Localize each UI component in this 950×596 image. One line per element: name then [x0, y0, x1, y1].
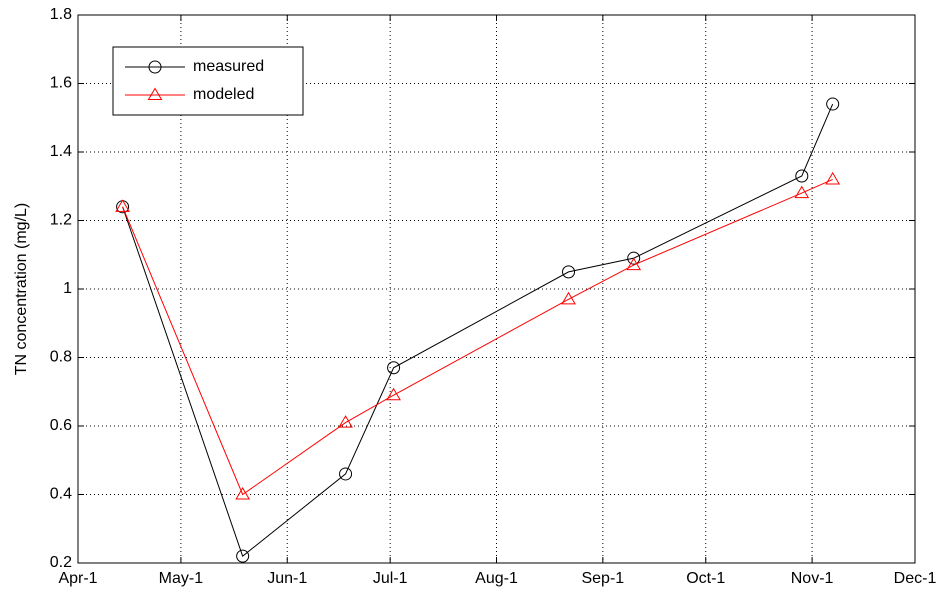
y-tick-label: 1.6	[50, 75, 72, 92]
marker	[387, 361, 401, 375]
marker	[115, 199, 130, 212]
x-tick-label: Aug-1	[475, 570, 518, 587]
x-tick-label: Sep-1	[581, 570, 624, 587]
y-tick-label: 1	[63, 280, 72, 297]
marker	[626, 257, 642, 271]
y-tick-label: 0.8	[50, 349, 72, 366]
legend-label: modeled	[193, 86, 254, 103]
marker	[236, 549, 250, 563]
marker	[235, 487, 251, 500]
marker	[627, 251, 641, 265]
y-tick-label: 1.2	[50, 212, 72, 229]
y-tick-label: 1.4	[50, 143, 72, 160]
marker	[794, 185, 810, 199]
marker	[147, 87, 163, 101]
series-line	[122, 178, 833, 496]
x-tick-label: Jul-1	[373, 570, 408, 587]
x-tick-label: Nov-1	[791, 570, 834, 587]
marker	[562, 265, 576, 279]
x-tick-label: Dec-1	[894, 570, 937, 587]
marker	[339, 467, 353, 481]
x-tick-label: Oct-1	[686, 570, 725, 587]
plot-frame	[77, 14, 916, 564]
legend: measured modeled	[112, 46, 304, 116]
legend-box	[112, 46, 304, 116]
y-tick-label: 0.6	[50, 417, 72, 434]
y-tick-label: 0.4	[50, 486, 72, 503]
y-axis-label: TN concentration (mg/L)	[13, 203, 30, 376]
marker	[795, 169, 809, 183]
series-line	[122, 103, 834, 557]
marker	[338, 415, 353, 428]
x-tick-label: Jun-1	[267, 570, 307, 587]
marker	[148, 60, 162, 74]
x-tick-label: Apr-1	[58, 570, 97, 587]
marker	[386, 387, 401, 401]
y-tick-label: 0.2	[50, 554, 72, 571]
y-tick-label: 1.8	[50, 6, 72, 23]
legend-label: measured	[193, 58, 264, 75]
marker	[561, 291, 576, 305]
marker	[825, 171, 841, 185]
x-tick-label: May-1	[159, 570, 204, 587]
marker	[826, 97, 840, 111]
